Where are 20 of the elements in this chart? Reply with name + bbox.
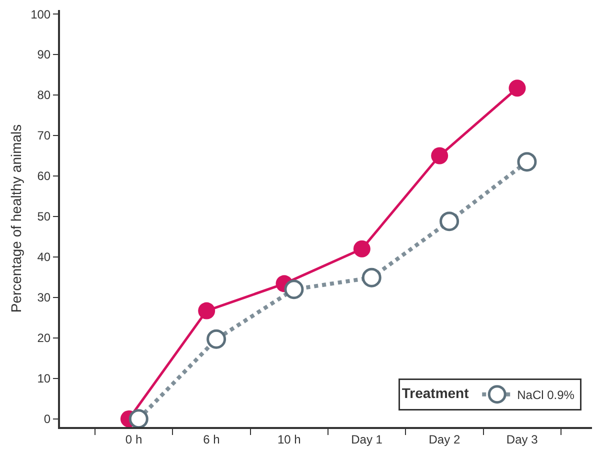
y-tick-label: 20 [37, 331, 51, 346]
y-tick-label: 100 [30, 7, 51, 22]
y-tick-label: 40 [37, 250, 51, 264]
y-axis-title: Percentage of healthy animals [8, 124, 24, 313]
x-tick-label: 10 h [277, 432, 301, 446]
y-tick-label: 70 [37, 128, 51, 143]
y-tick-label: 90 [37, 48, 51, 62]
x-tick-label: 0 h [125, 432, 142, 446]
x-tick-label: 6 h [203, 432, 220, 446]
y-tick-label: 50 [37, 210, 51, 224]
y-tick-label: 60 [37, 169, 51, 184]
y-tick-label: 0 [44, 412, 51, 426]
legend-title: Treatment [402, 385, 470, 402]
x-tick-label: Day 1 [351, 432, 383, 446]
y-tick-label: 30 [37, 290, 51, 305]
x-tick-label: Day 2 [428, 432, 460, 446]
y-tick-label: 10 [37, 372, 51, 386]
x-tick-label: Day 3 [506, 432, 538, 446]
legend-label: NaCl 0.9% [517, 388, 575, 402]
y-tick-label: 80 [37, 88, 51, 102]
